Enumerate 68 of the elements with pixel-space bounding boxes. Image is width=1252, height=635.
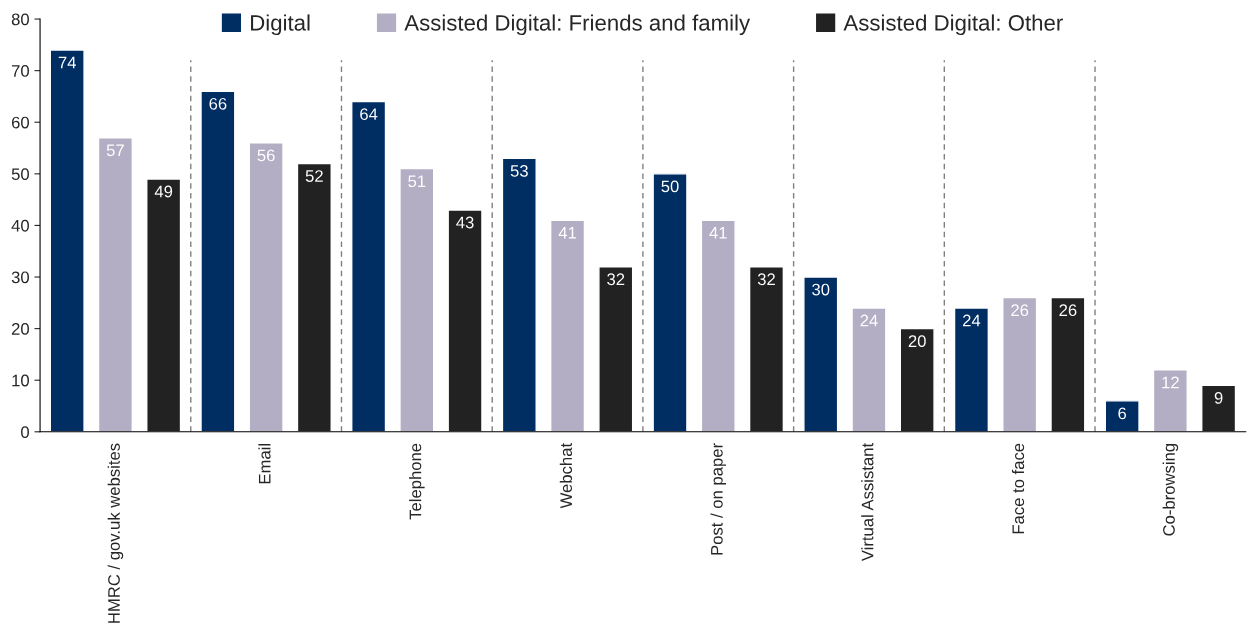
data-label: 20 — [908, 335, 926, 348]
y-tick-label: 80 — [11, 13, 29, 26]
bar — [700, 219, 736, 432]
legend-label: Assisted Digital: Friends and family — [404, 14, 751, 36]
bar — [1002, 296, 1038, 432]
data-label: 26 — [1059, 304, 1077, 317]
legend-label: Digital — [251, 14, 310, 36]
data-label: 41 — [558, 227, 576, 239]
x-tick-label: Virtual Assistant — [861, 443, 874, 562]
bar — [49, 49, 85, 432]
bar — [899, 327, 935, 432]
x-tick-label: Co-browsing — [1162, 443, 1179, 536]
data-label: 53 — [510, 164, 528, 177]
bar — [501, 157, 537, 432]
y-tick-label: 50 — [11, 168, 29, 181]
x-tick-label: Telephone — [409, 443, 425, 520]
bar — [851, 307, 887, 432]
x-tick-label: HMRC / gov.uk websites — [107, 443, 124, 623]
data-label: 12 — [1162, 376, 1179, 389]
data-label: 49 — [154, 185, 173, 198]
bar — [549, 219, 586, 432]
bar — [953, 307, 990, 432]
bar — [399, 167, 435, 432]
bar — [97, 137, 133, 432]
legend-label: Assisted Digital: Other — [843, 14, 1063, 36]
x-tick-label: Webchat — [559, 443, 573, 509]
x-tick-label: Post / on paper — [710, 443, 727, 555]
y-tick-label: 30 — [11, 271, 29, 284]
bar — [200, 90, 236, 432]
x-tick-label: Email — [258, 444, 271, 484]
data-label: 41 — [709, 227, 727, 239]
bar — [652, 173, 688, 432]
data-label: 57 — [106, 144, 124, 157]
data-label: 9 — [1214, 392, 1223, 404]
data-label: 24 — [963, 314, 981, 327]
bar — [296, 162, 332, 432]
bar — [1050, 296, 1086, 432]
data-label: 66 — [209, 97, 227, 110]
bar — [1104, 400, 1140, 432]
data-label: 24 — [860, 314, 878, 327]
data-label: 32 — [757, 273, 775, 286]
bar — [598, 266, 634, 432]
data-label: 56 — [257, 149, 275, 162]
y-tick-label: 70 — [11, 65, 29, 77]
data-label: 30 — [812, 283, 830, 296]
bar — [1201, 384, 1237, 432]
y-tick-label: 0 — [21, 426, 29, 438]
y-tick-label: 20 — [11, 323, 29, 335]
bar — [748, 266, 785, 432]
data-label: 26 — [1011, 304, 1029, 317]
bar — [803, 276, 839, 432]
data-label: 6 — [1118, 407, 1127, 420]
bar — [1152, 369, 1188, 432]
bar — [351, 100, 387, 432]
bar — [248, 142, 284, 432]
x-tick-label: Face to face — [1011, 443, 1025, 534]
y-tick-label: 40 — [11, 219, 29, 232]
data-label: 32 — [607, 273, 625, 286]
data-label: 74 — [58, 56, 76, 69]
y-tick-label: 60 — [11, 116, 29, 129]
data-label: 43 — [456, 216, 474, 229]
data-label: 51 — [408, 175, 426, 188]
y-tick-label: 10 — [12, 374, 29, 387]
bar — [146, 178, 182, 432]
data-label: 64 — [360, 108, 378, 121]
bar — [447, 209, 483, 432]
data-label: 52 — [305, 170, 323, 182]
data-label: 50 — [661, 180, 679, 193]
